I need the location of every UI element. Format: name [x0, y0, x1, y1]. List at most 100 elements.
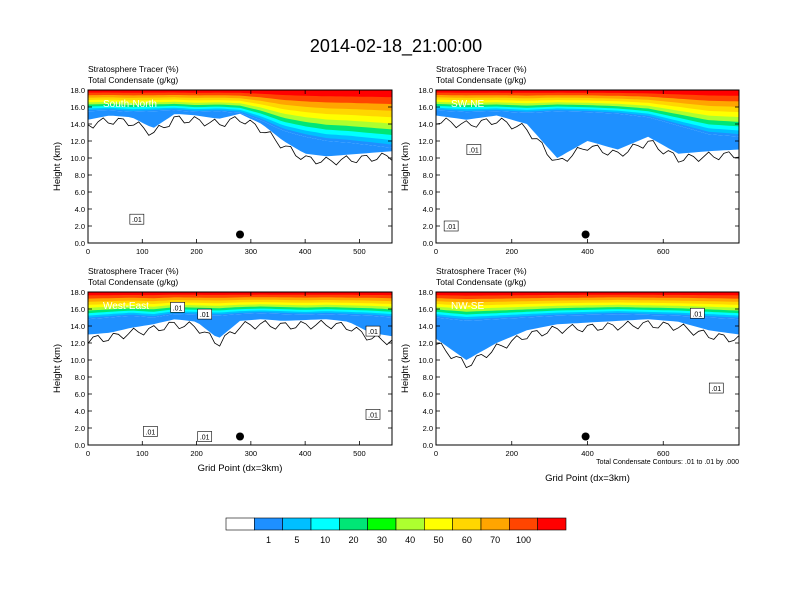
contour-label-box [365, 409, 381, 420]
panel-title-line: Stratosphere Tracer (%) [436, 64, 527, 74]
panel-sw-ne: SW-NE .01 .01 0.0 2.0 4.0 6.0 8.0 10.0 12.0 14.0 16… [400, 64, 740, 256]
contour-label: .01 [692, 311, 702, 318]
x-tick-label: 0 [86, 247, 90, 256]
y-tick-label: 6.0 [423, 188, 433, 197]
y-axis-label: Height (km) [400, 344, 411, 393]
location-marker [236, 230, 244, 239]
colorbar-swatch [509, 517, 538, 531]
y-tick-label: 18.0 [418, 86, 433, 95]
y-tick-label: 18.0 [70, 288, 85, 297]
x-tick-label: 200 [505, 247, 518, 256]
y-tick-label: 8.0 [423, 373, 433, 382]
x-tick-label: 600 [657, 247, 670, 256]
colorbar-label: 30 [377, 535, 387, 545]
panel-title-line: Stratosphere Tracer (%) [88, 266, 179, 276]
panel-title-line: Total Condensate (g/kg) [436, 277, 526, 287]
colorbar-swatch [367, 517, 397, 531]
y-tick-label: 16.0 [70, 305, 85, 314]
panel-label: South-North [103, 99, 157, 110]
x-tick-label: 0 [434, 247, 438, 256]
y-tick-label: 12.0 [70, 339, 85, 348]
panel-title-line: Total Condensate (g/kg) [88, 75, 178, 85]
y-tick-label: 10.0 [418, 154, 433, 163]
colorbar-label: 20 [348, 535, 358, 545]
contour-footnote: Total Condensate Contours: .01 to .01 by… [596, 459, 739, 466]
contour-label: .01 [200, 435, 210, 442]
colorbar-swatch [452, 517, 482, 531]
colorbar-label: 100 [516, 535, 531, 545]
contour-label-box [197, 308, 213, 320]
y-tick-label: 8.0 [75, 171, 85, 180]
condensate-region [88, 110, 392, 157]
condensate-contour [436, 320, 739, 369]
contour-label-box [365, 325, 381, 337]
y-tick-label: 10.0 [70, 154, 85, 163]
condensate-contour [88, 319, 392, 347]
colorbar-swatch [310, 517, 340, 531]
colorbar-swatch [424, 517, 453, 531]
panel-label: SW-NE [451, 99, 484, 110]
x-tick-label: 400 [299, 449, 312, 458]
x-axis-label: Grid Point (dx=3km) [198, 463, 283, 474]
contour-label: .01 [446, 224, 456, 231]
y-tick-label: 6.0 [423, 390, 433, 399]
y-tick-label: 0.0 [423, 441, 433, 450]
y-axis-label: Height (km) [400, 142, 411, 191]
condensate-contour [88, 115, 392, 166]
colorbar-swatch [395, 517, 425, 531]
y-tick-label: 0.0 [75, 441, 85, 450]
x-axis-label: Grid Point (dx=3km) [545, 473, 630, 484]
location-marker [581, 230, 590, 239]
colorbar: 1 5 10 20 30 40 50 60 70 100 [225, 517, 567, 545]
x-tick-label: 400 [581, 449, 594, 458]
contour-label: .01 [368, 412, 378, 419]
colorbar-label: 50 [433, 535, 443, 545]
y-tick-label: 4.0 [423, 205, 433, 214]
y-tick-label: 4.0 [423, 407, 433, 416]
x-tick-label: 500 [353, 449, 366, 458]
y-tick-label: 14.0 [70, 120, 85, 129]
condensate-region [436, 314, 739, 360]
y-tick-label: 12.0 [418, 339, 433, 348]
y-tick-label: 16.0 [418, 305, 433, 314]
y-tick-label: 18.0 [418, 288, 433, 297]
y-tick-label: 0.0 [423, 239, 433, 248]
panel-title-line: Stratosphere Tracer (%) [436, 266, 527, 276]
contour-label: .01 [146, 429, 156, 436]
panel-label: West-East [103, 301, 149, 312]
contour-label-box [129, 213, 145, 225]
x-tick-label: 400 [299, 247, 312, 256]
x-tick-label: 200 [190, 449, 203, 458]
panel-west-east: West-East .01 .01 .01 .01 .01 .01 0.0 2.0 4.0 6.0 8… [52, 266, 393, 474]
y-tick-label: 2.0 [423, 222, 433, 231]
y-tick-label: 14.0 [70, 322, 85, 331]
colorbar-swatch [480, 517, 510, 531]
y-tick-label: 16.0 [70, 103, 85, 112]
x-tick-label: 0 [86, 449, 90, 458]
colorbar-label: 60 [462, 535, 472, 545]
contour-label-box [143, 426, 158, 437]
condensate-region [436, 110, 739, 158]
x-tick-label: 300 [245, 247, 258, 256]
y-tick-label: 14.0 [418, 120, 433, 129]
contour-label-box [443, 220, 459, 232]
y-tick-label: 2.0 [75, 424, 85, 433]
y-tick-label: 6.0 [75, 390, 85, 399]
plot-field [88, 90, 392, 243]
contour-label-box [690, 307, 705, 319]
y-tick-label: 14.0 [418, 322, 433, 331]
colorbar-label: 5 [294, 535, 299, 545]
panel-nw-se: NW-SE .01 .01 0.0 2.0 4.0 6.0 8.0 10.0 12.0 14.0 16… [400, 266, 740, 484]
plot-frame [87, 89, 393, 244]
panel-label: NW-SE [451, 301, 484, 312]
condensate-region [88, 313, 392, 338]
contour-label-box [197, 431, 213, 442]
colorbar-swatch [537, 517, 567, 531]
colorbar-swatch [254, 517, 283, 531]
y-tick-label: 10.0 [418, 356, 433, 365]
colorbar-swatch [282, 517, 312, 531]
contour-label: .01 [132, 217, 142, 224]
contour-label: .01 [173, 305, 183, 312]
y-tick-label: 2.0 [423, 424, 433, 433]
colorbar-swatch [339, 517, 368, 531]
